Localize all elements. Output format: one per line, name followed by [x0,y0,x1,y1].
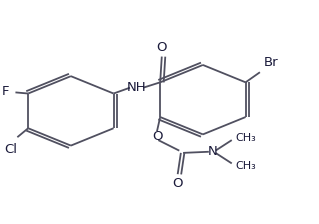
Text: Cl: Cl [4,143,18,156]
Text: O: O [152,129,162,143]
Text: F: F [2,85,9,98]
Text: Br: Br [264,56,279,69]
Text: NH: NH [127,81,147,95]
Text: CH₃: CH₃ [235,133,256,143]
Text: N: N [208,145,218,158]
Text: O: O [157,41,167,54]
Text: O: O [173,177,183,190]
Text: CH₃: CH₃ [235,161,256,171]
